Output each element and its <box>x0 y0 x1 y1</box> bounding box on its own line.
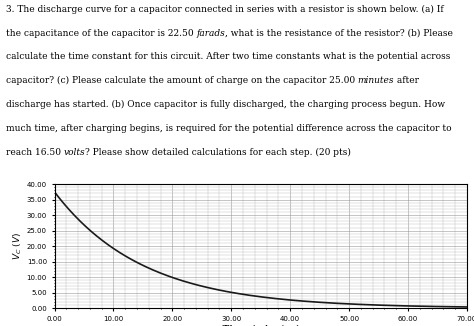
Text: reach 16.50: reach 16.50 <box>6 148 64 157</box>
Y-axis label: $V_C$ $(V)$: $V_C$ $(V)$ <box>11 232 24 260</box>
Text: ? Please show detailed calculations for each step. (20 pts): ? Please show detailed calculations for … <box>85 148 351 157</box>
Text: discharge has started. (b) Once capacitor is fully discharged, the charging proc: discharge has started. (b) Once capacito… <box>6 100 445 109</box>
Text: capacitor? (c) Please calculate the amount of charge on the capacitor 25.00: capacitor? (c) Please calculate the amou… <box>6 76 358 85</box>
X-axis label: Time (minutes): Time (minutes) <box>222 324 300 326</box>
Text: 3. The discharge curve for a capacitor connected in series with a resistor is sh: 3. The discharge curve for a capacitor c… <box>6 5 443 14</box>
Text: after: after <box>394 76 419 85</box>
Text: volts: volts <box>64 148 85 157</box>
Text: calculate the time constant for this circuit. After two time constants what is t: calculate the time constant for this cir… <box>6 52 450 62</box>
Text: , what is the resistance of the resistor? (b) Please: , what is the resistance of the resistor… <box>225 29 453 38</box>
Text: farads: farads <box>196 29 225 38</box>
Text: much time, after charging begins, is required for the potential difference acros: much time, after charging begins, is req… <box>6 124 451 133</box>
Text: the capacitance of the capacitor is 22.50: the capacitance of the capacitor is 22.5… <box>6 29 196 38</box>
Text: minutes: minutes <box>358 76 394 85</box>
